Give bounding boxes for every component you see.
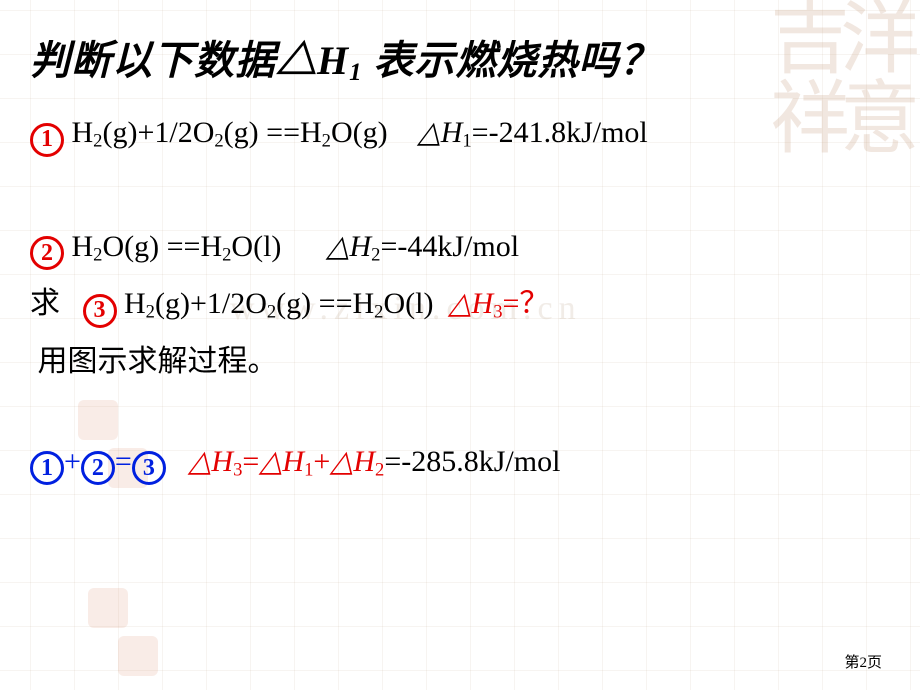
eq2-c: O(l) xyxy=(231,230,281,263)
sum-s2: 2 xyxy=(375,459,384,480)
circled-1: 1 xyxy=(30,123,64,157)
eq3-c: (g) ==H xyxy=(276,287,374,320)
sum-H3: H xyxy=(211,445,233,478)
eq1-delta: △ xyxy=(418,116,441,149)
sum-s3: 3 xyxy=(233,459,242,480)
sum-d3: △ xyxy=(188,445,211,478)
eq1-c: (g) ==H xyxy=(224,116,322,149)
sum-plus: + xyxy=(64,445,81,478)
heading: 判断以下数据△H1 表示燃烧热吗？ xyxy=(30,28,890,87)
heading-prefix: 判断以下数据△ xyxy=(30,38,317,83)
sum-val: =-285.8kJ/mol xyxy=(384,445,560,478)
stamp-4 xyxy=(118,636,158,676)
eq3-val: =？ xyxy=(502,287,549,320)
eq1-a: H xyxy=(64,116,93,149)
equation-3: 求 3 H2(g)+1/2O2(g) ==H2O(l) △H3=？ xyxy=(30,278,890,328)
equation-1: 1 H2(g)+1/2O2(g) ==H2O(g) △H1=-241.8kJ/m… xyxy=(30,115,890,157)
sum-d1: △ xyxy=(259,445,282,478)
eq2-b: O(g) ==H xyxy=(102,230,222,263)
sum-circ-2: 2 xyxy=(81,451,115,485)
circled-3: 3 xyxy=(83,294,117,328)
circled-2: 2 xyxy=(30,236,64,270)
eq2-gap xyxy=(281,230,326,263)
eq3-a-sub: 2 xyxy=(146,302,155,323)
note-line: 用图示求解过程。 xyxy=(30,336,890,380)
eq2-H: H xyxy=(349,230,371,263)
heading-sub: 1 xyxy=(349,59,362,86)
eq3-b-sub: 2 xyxy=(267,302,276,323)
eq1-c-sub: 2 xyxy=(322,131,331,152)
sum-spacer xyxy=(173,445,188,478)
eq1-val: =-241.8kJ/mol xyxy=(472,116,648,149)
eq3-H: H xyxy=(472,287,494,320)
sum-circ-3: 3 xyxy=(132,451,166,485)
eq3-prefix: 求 xyxy=(30,287,83,320)
eq3-delta: △ xyxy=(448,287,471,320)
heading-var: H xyxy=(317,38,349,83)
sum-d2: △ xyxy=(330,445,353,478)
sum-H2: H xyxy=(353,445,375,478)
page-footer: 第2页 xyxy=(844,651,882,672)
eq1-d: O(g) xyxy=(331,116,388,149)
eq3-a: H xyxy=(117,287,146,320)
stamp-3 xyxy=(88,588,128,628)
eq1-H: H xyxy=(441,116,463,149)
eq3-d: O(l) xyxy=(383,287,448,320)
sum-s1: 1 xyxy=(304,459,313,480)
eq2-a: H xyxy=(64,230,93,263)
eq1-gap xyxy=(388,116,418,149)
eq1-b-sub: 2 xyxy=(214,131,223,152)
eq2-delta: △ xyxy=(326,230,349,263)
sum-H1: H xyxy=(282,445,304,478)
eq1-dh-sub: 1 xyxy=(462,131,471,152)
sum-eq: = xyxy=(115,445,132,478)
sum-circ-1: 1 xyxy=(30,451,64,485)
sum-plus2: + xyxy=(313,445,330,478)
eq2-val: =-44kJ/mol xyxy=(380,230,519,263)
equation-2: 2 H2O(g) ==H2O(l) △H2=-44kJ/mol xyxy=(30,229,890,271)
sum-eqsign1: = xyxy=(242,445,259,478)
eq1-b: (g)+1/2O xyxy=(102,116,214,149)
heading-suffix: 表示燃烧热吗？ xyxy=(363,38,661,83)
slide-content: 判断以下数据△H1 表示燃烧热吗？ 1 H2(g)+1/2O2(g) ==H2O… xyxy=(0,0,920,485)
summation-line: 1+2=3 △H3=△H1+△H2=-285.8kJ/mol xyxy=(30,444,890,486)
eq3-b: (g)+1/2O xyxy=(155,287,267,320)
